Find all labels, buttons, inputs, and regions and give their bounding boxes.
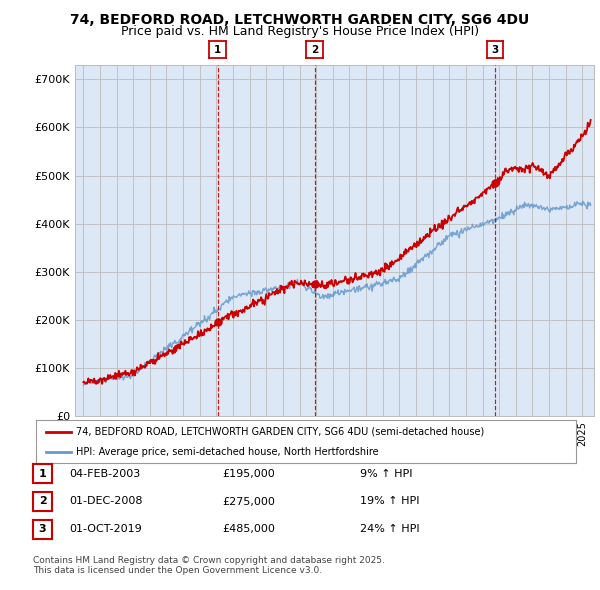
Text: £485,000: £485,000: [222, 525, 275, 534]
Text: 3: 3: [491, 45, 499, 54]
Text: 1: 1: [39, 469, 46, 478]
Text: 01-DEC-2008: 01-DEC-2008: [69, 497, 143, 506]
Text: Contains HM Land Registry data © Crown copyright and database right 2025.
This d: Contains HM Land Registry data © Crown c…: [33, 556, 385, 575]
Text: £195,000: £195,000: [222, 469, 275, 478]
Text: 2: 2: [311, 45, 319, 54]
Text: 1: 1: [214, 45, 221, 54]
Text: £275,000: £275,000: [222, 497, 275, 506]
Text: HPI: Average price, semi-detached house, North Hertfordshire: HPI: Average price, semi-detached house,…: [77, 447, 379, 457]
Text: 3: 3: [39, 525, 46, 534]
Text: 74, BEDFORD ROAD, LETCHWORTH GARDEN CITY, SG6 4DU: 74, BEDFORD ROAD, LETCHWORTH GARDEN CITY…: [70, 13, 530, 27]
Text: Price paid vs. HM Land Registry's House Price Index (HPI): Price paid vs. HM Land Registry's House …: [121, 25, 479, 38]
Text: 04-FEB-2003: 04-FEB-2003: [69, 469, 140, 478]
Text: 9% ↑ HPI: 9% ↑ HPI: [360, 469, 413, 478]
Text: 01-OCT-2019: 01-OCT-2019: [69, 525, 142, 534]
Text: 19% ↑ HPI: 19% ↑ HPI: [360, 497, 419, 506]
Text: 24% ↑ HPI: 24% ↑ HPI: [360, 525, 419, 534]
Text: 2: 2: [39, 497, 46, 506]
Text: 74, BEDFORD ROAD, LETCHWORTH GARDEN CITY, SG6 4DU (semi-detached house): 74, BEDFORD ROAD, LETCHWORTH GARDEN CITY…: [77, 427, 485, 437]
